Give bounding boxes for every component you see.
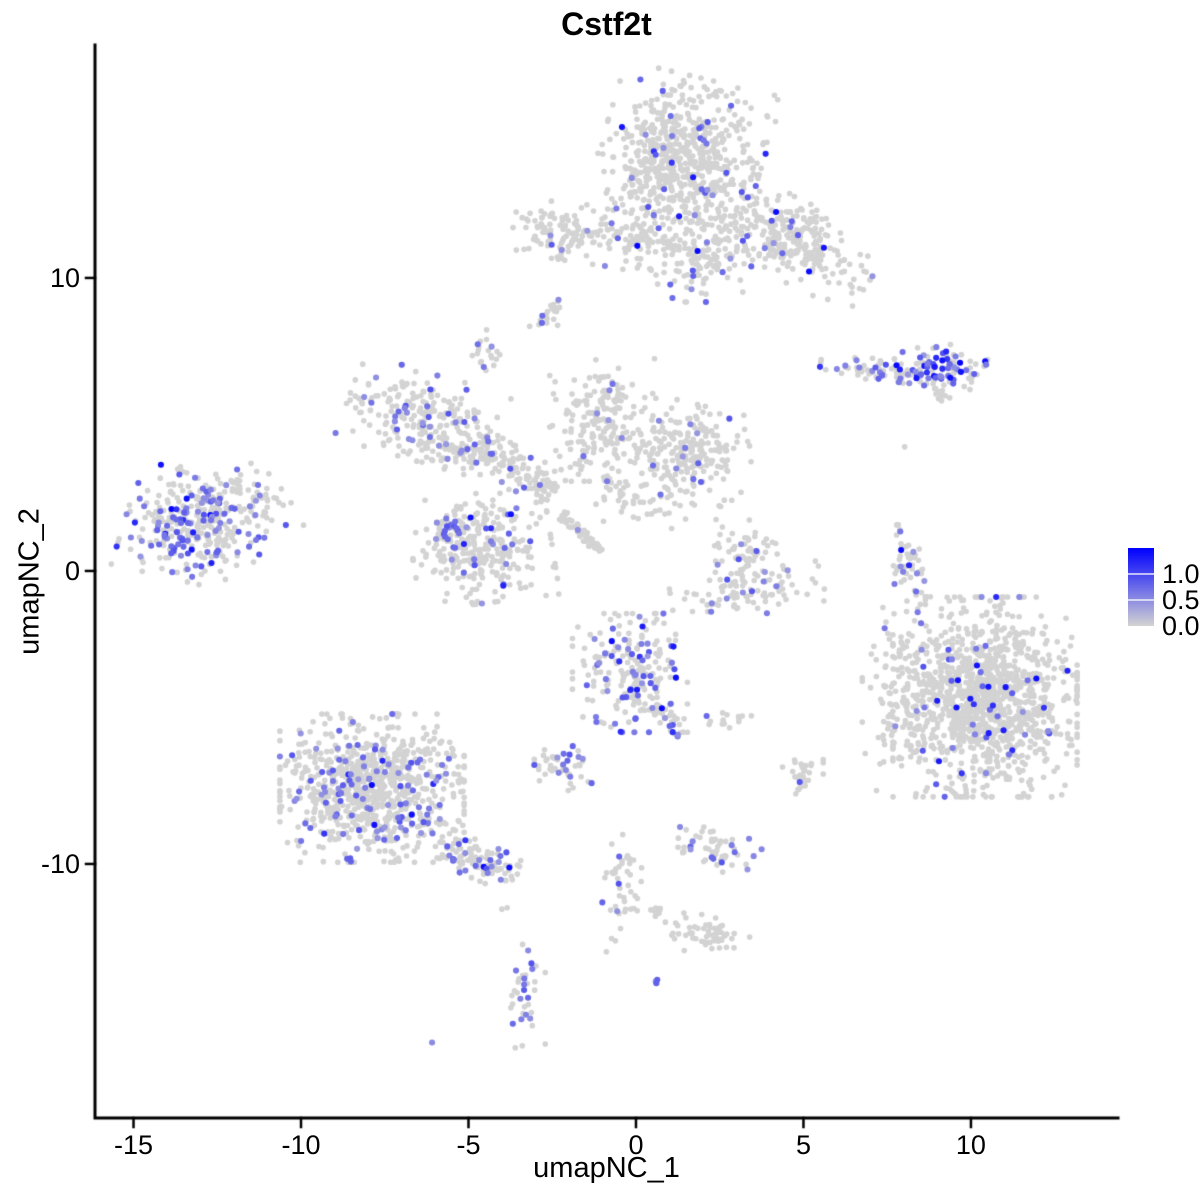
- feature-plot: Cstf2t umapNC_1 umapNC_2 -15 -10 -5 0 5 …: [0, 0, 1200, 1200]
- umap-scatter-canvas: [0, 0, 1200, 1200]
